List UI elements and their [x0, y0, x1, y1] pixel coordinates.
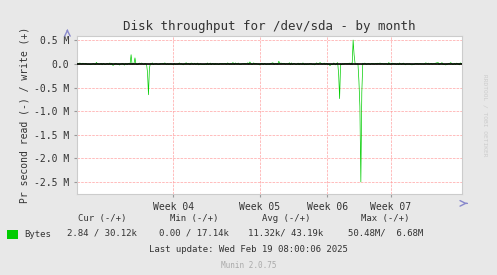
Text: Avg (-/+): Avg (-/+) — [261, 214, 310, 223]
Text: 11.32k/ 43.19k: 11.32k/ 43.19k — [248, 228, 324, 237]
Text: Min (-/+): Min (-/+) — [169, 214, 218, 223]
Text: Last update: Wed Feb 19 08:00:06 2025: Last update: Wed Feb 19 08:00:06 2025 — [149, 245, 348, 254]
Text: Munin 2.0.75: Munin 2.0.75 — [221, 261, 276, 270]
Text: 0.00 / 17.14k: 0.00 / 17.14k — [159, 228, 229, 237]
Title: Disk throughput for /dev/sda - by month: Disk throughput for /dev/sda - by month — [123, 20, 416, 33]
Text: 2.84 / 30.12k: 2.84 / 30.12k — [67, 228, 137, 237]
Y-axis label: Pr second read (-) / write (+): Pr second read (-) / write (+) — [20, 27, 30, 203]
Text: RRDTOOL / TOBI OETIKER: RRDTOOL / TOBI OETIKER — [482, 74, 487, 157]
Text: Bytes: Bytes — [24, 230, 51, 239]
Text: Max (-/+): Max (-/+) — [361, 214, 410, 223]
Text: Cur (-/+): Cur (-/+) — [78, 214, 126, 223]
Text: 50.48M/  6.68M: 50.48M/ 6.68M — [347, 228, 423, 237]
